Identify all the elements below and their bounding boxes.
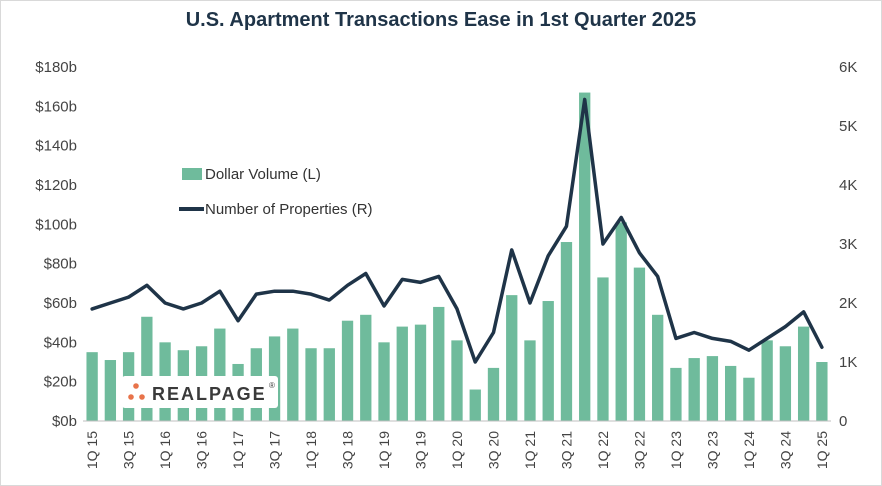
y-left-tick-label: $0b [52, 413, 77, 430]
bar-dollar-volume [141, 316, 153, 421]
bar-dollar-volume [670, 367, 682, 421]
bar-dollar-volume [214, 328, 226, 421]
bar-dollar-volume [433, 306, 445, 421]
x-tick-label: 1Q 21 [522, 431, 538, 469]
x-axis: 1Q 15 3Q 15 1Q 16 3Q 16 1Q 17 3Q 17 1Q 18 3Q 18… [83, 420, 831, 469]
bar-dollar-volume [743, 377, 755, 421]
bar-dollar-volume [323, 348, 335, 421]
bar-dollar-volume [487, 367, 500, 421]
x-tick-label: 3Q 15 [121, 431, 137, 469]
logo-dot-icon [128, 394, 134, 400]
y-left-tick-label: $120b [35, 177, 77, 194]
bar-dollar-volume [104, 360, 117, 421]
y-axis-right: 0 1K 2K 3K 4K 5K 6K [839, 59, 857, 430]
y-left-tick-label: $180b [35, 59, 77, 76]
x-tick-label: 3Q 23 [704, 431, 720, 469]
bar-dollar-volume [597, 277, 609, 421]
logo-background [122, 376, 278, 408]
bar-dollar-volume [414, 324, 427, 421]
y-right-tick-label: 3K [839, 236, 857, 253]
bar-dollar-volume [451, 340, 463, 421]
logo-dot-icon [133, 383, 139, 389]
bar-dollar-volume [579, 92, 591, 421]
bar-dollar-volume [305, 348, 317, 421]
x-tick-label: 1Q 19 [376, 431, 392, 469]
bar-dollar-volume [615, 222, 627, 421]
bar-dollar-volume [360, 314, 372, 421]
x-tick-label: 1Q 20 [449, 431, 465, 469]
y-left-tick-label: $40b [44, 334, 77, 351]
y-right-tick-label: 0 [839, 413, 847, 430]
bar-dollar-volume [688, 358, 700, 421]
bar-dollar-volume [633, 267, 646, 421]
legend-label-number-of-properties: Number of Properties (R) [205, 201, 373, 218]
y-right-tick-label: 2K [839, 295, 857, 312]
bar-dollar-volume [560, 242, 573, 421]
legend-label-dollar-volume: Dollar Volume (L) [205, 166, 321, 183]
logo-trademark: ® [269, 381, 275, 390]
x-tick-label: 1Q 24 [741, 431, 757, 469]
line-number-of-properties [90, 97, 824, 364]
bar-dollar-volume [706, 356, 719, 421]
y-left-tick-label: $80b [44, 256, 77, 273]
bar-dollar-volume [378, 342, 390, 421]
y-axis-left: $0b $20b $40b $60b $80b $100b $120b $140b $160b $… [35, 59, 77, 430]
y-left-tick-label: $160b [35, 98, 77, 115]
x-tick-label: 3Q 19 [413, 431, 429, 469]
y-right-tick-label: 4K [839, 177, 857, 194]
y-left-tick-label: $140b [35, 138, 77, 155]
logo-text: REALPAGE [152, 384, 267, 404]
y-left-tick-label: $60b [44, 295, 77, 312]
bar-dollar-volume [542, 301, 554, 421]
bar-dollar-volume [341, 320, 354, 421]
y-right-tick-label: 5K [839, 118, 857, 135]
legend-bar-swatch [182, 168, 202, 180]
x-tick-label: 3Q 20 [485, 431, 501, 469]
bar-dollar-volume [86, 352, 98, 421]
x-tick-label: 3Q 24 [777, 431, 793, 469]
x-tick-label: 1Q 23 [668, 431, 684, 469]
logo-dot-icon [139, 394, 145, 400]
x-tick-label: 1Q 22 [595, 431, 611, 469]
x-tick-label: 3Q 16 [194, 431, 210, 469]
bar-dollar-volume [797, 326, 810, 421]
x-tick-label: 3Q 22 [631, 431, 647, 469]
x-tick-label: 1Q 17 [230, 431, 246, 469]
y-left-tick-label: $100b [35, 216, 77, 233]
y-right-tick-label: 1K [839, 354, 857, 371]
x-tick-label: 1Q 25 [814, 431, 830, 469]
bar-dollar-volume [287, 328, 299, 421]
chart-title: U.S. Apartment Transactions Ease in 1st … [186, 9, 697, 31]
bar-dollar-volume [816, 362, 828, 421]
bar-dollar-volume [779, 346, 792, 421]
x-tick-label: 1Q 18 [303, 431, 319, 469]
realpage-logo: REALPAGE ® [122, 376, 278, 408]
bar-dollar-volume [396, 326, 408, 421]
x-tick-label: 3Q 18 [340, 431, 356, 469]
y-left-tick-label: $20b [44, 374, 77, 391]
bar-dollar-volume [761, 340, 773, 421]
bar-dollar-volume [652, 314, 664, 421]
bar-dollar-volume [524, 340, 536, 421]
bar-dollar-volume [469, 389, 481, 421]
legend: Dollar Volume (L) Number of Properties (… [179, 166, 373, 218]
x-tick-label: 3Q 21 [558, 431, 574, 469]
bar-dollar-volume [506, 295, 518, 421]
x-tick-label: 1Q 16 [157, 431, 173, 469]
x-tick-label: 3Q 17 [267, 431, 283, 469]
x-tick-label: 1Q 15 [84, 431, 100, 469]
line-layer [90, 97, 824, 364]
y-right-tick-label: 6K [839, 59, 857, 76]
bar-dollar-volume [725, 365, 737, 421]
bars-layer [86, 92, 828, 421]
